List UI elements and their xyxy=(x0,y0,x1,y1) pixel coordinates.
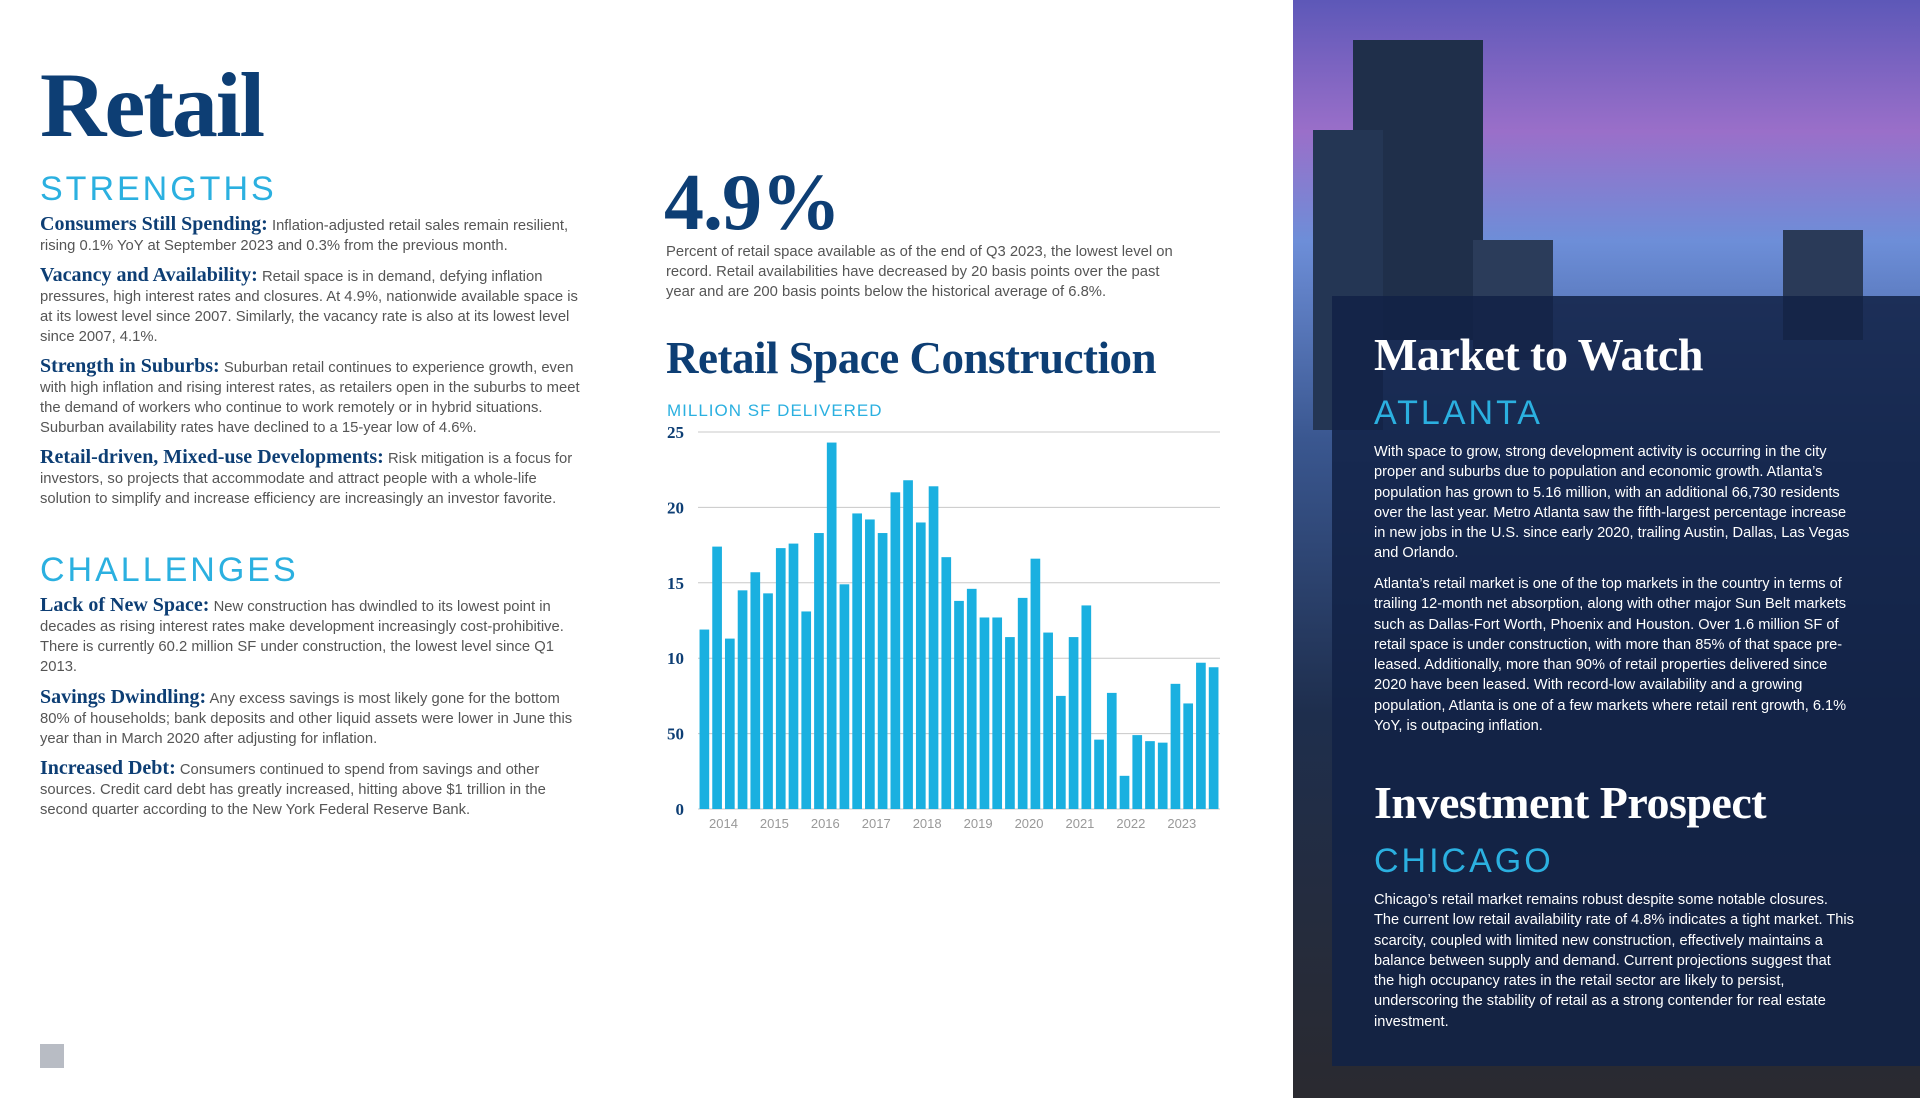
bar xyxy=(890,492,901,809)
item-text: Inflation-adjusted retail sales remain r… xyxy=(40,218,569,254)
item-text: Risk mitigation is a focus for investors… xyxy=(40,451,573,507)
bar xyxy=(1068,637,1079,809)
y-tick-label: 25 xyxy=(667,423,684,442)
y-tick-label: 15 xyxy=(667,574,684,593)
y-tick-label: 10 xyxy=(667,649,684,668)
chart-title: Retail Space Construction xyxy=(666,340,1156,383)
item-heading: Increased Debt: xyxy=(40,757,176,779)
bar xyxy=(1132,735,1143,809)
bar xyxy=(1094,739,1104,809)
bar xyxy=(750,572,761,809)
bar xyxy=(699,629,710,809)
item-heading: Strength in Suburbs: xyxy=(40,355,220,377)
challenge-item: Lack of New Space: New construction has … xyxy=(40,595,588,677)
bar xyxy=(1119,775,1130,809)
chart: Retail Space Construction MILLION SF DEL… xyxy=(666,340,1220,831)
strength-item: Strength in Suburbs: Suburban retail con… xyxy=(40,356,588,438)
x-tick-label: 2023 xyxy=(1167,816,1196,831)
stat-value: 4.9% xyxy=(664,159,841,247)
strength-item: Retail-driven, Mixed-use Developments: R… xyxy=(40,447,588,509)
bar xyxy=(724,638,735,809)
sidebar-title: Investment Prospect xyxy=(1374,777,1767,828)
y-tick-label: 50 xyxy=(667,725,684,744)
bar xyxy=(775,548,786,809)
item-text: Consumers continued to spend from saving… xyxy=(40,762,546,818)
bar xyxy=(1157,742,1168,809)
bar xyxy=(1170,683,1181,809)
bar xyxy=(801,611,812,809)
x-tick-label: 2021 xyxy=(1065,816,1094,831)
bar xyxy=(1005,637,1015,809)
bar xyxy=(954,600,964,809)
bar xyxy=(839,584,850,809)
sidebar-city: ATLANTA xyxy=(1374,394,1543,432)
strength-item: Vacancy and Availability: Retail space i… xyxy=(40,265,588,347)
stat-text: Percent of retail space available as of … xyxy=(666,244,1173,300)
bar xyxy=(1056,695,1066,809)
bar xyxy=(1183,703,1194,809)
logo xyxy=(40,1044,64,1068)
sidebar-title: Market to Watch xyxy=(1374,329,1703,380)
item-heading: Vacancy and Availability: xyxy=(40,264,258,286)
sidebar-paragraph: With space to grow, strong development a… xyxy=(1374,444,1850,562)
bar xyxy=(712,546,722,809)
item-heading: Savings Dwindling: xyxy=(40,686,207,708)
y-tick-label: 0 xyxy=(676,800,685,819)
item-heading: Retail-driven, Mixed-use Developments: xyxy=(40,446,384,468)
sidebar-paragraph: Atlanta’s retail market is one of the to… xyxy=(1374,576,1847,735)
bar xyxy=(852,513,862,809)
bar xyxy=(979,617,990,809)
section-heading: STRENGTHS xyxy=(40,170,277,208)
x-tick-label: 2019 xyxy=(964,816,993,831)
bar xyxy=(1196,662,1206,809)
y-axis-label: MILLION SF DELIVERED xyxy=(667,401,883,420)
bar xyxy=(737,590,748,809)
x-tick-label: 2016 xyxy=(811,816,840,831)
bar xyxy=(992,617,1003,809)
bar xyxy=(814,533,824,809)
bar xyxy=(763,593,773,809)
bar xyxy=(1081,605,1092,809)
bar xyxy=(1145,741,1155,809)
bar xyxy=(1043,632,1053,809)
bar xyxy=(966,588,977,809)
bar xyxy=(1017,597,1028,809)
bar xyxy=(1106,692,1117,809)
sidebar-paragraph: Chicago’s retail market remains robust d… xyxy=(1374,892,1854,1030)
item-text: Retail space is in demand, defying infla… xyxy=(40,269,578,345)
bar xyxy=(928,486,939,809)
item-heading: Lack of New Space: xyxy=(40,594,210,616)
bar xyxy=(865,519,875,809)
item-heading: Consumers Still Spending: xyxy=(40,213,268,235)
item-text: Any excess savings is most likely gone f… xyxy=(40,691,573,747)
x-tick-label: 2015 xyxy=(760,816,789,831)
challenge-item: Savings Dwindling: Any excess savings is… xyxy=(40,687,588,749)
page-title: Retail xyxy=(40,54,265,156)
bar xyxy=(941,557,952,809)
bar xyxy=(903,480,913,809)
x-tick-label: 2014 xyxy=(709,816,738,831)
item-text: Suburban retail continues to experience … xyxy=(40,360,580,436)
bar xyxy=(877,533,888,809)
info-overlay xyxy=(1332,296,1920,1066)
x-tick-label: 2017 xyxy=(862,816,891,831)
sidebar-city: CHICAGO xyxy=(1374,842,1554,880)
x-tick-label: 2022 xyxy=(1116,816,1145,831)
bar xyxy=(915,522,926,809)
x-tick-label: 2018 xyxy=(913,816,942,831)
bar xyxy=(1208,667,1219,809)
strength-item: Consumers Still Spending: Inflation-adju… xyxy=(40,214,588,256)
bar xyxy=(1030,558,1041,809)
section-heading: CHALLENGES xyxy=(40,551,299,589)
bar xyxy=(788,543,799,809)
x-tick-label: 2020 xyxy=(1015,816,1044,831)
item-text: New construction has dwindled to its low… xyxy=(40,599,564,675)
challenge-item: Increased Debt: Consumers continued to s… xyxy=(40,758,588,820)
bar xyxy=(826,442,837,809)
y-tick-label: 20 xyxy=(667,498,684,517)
